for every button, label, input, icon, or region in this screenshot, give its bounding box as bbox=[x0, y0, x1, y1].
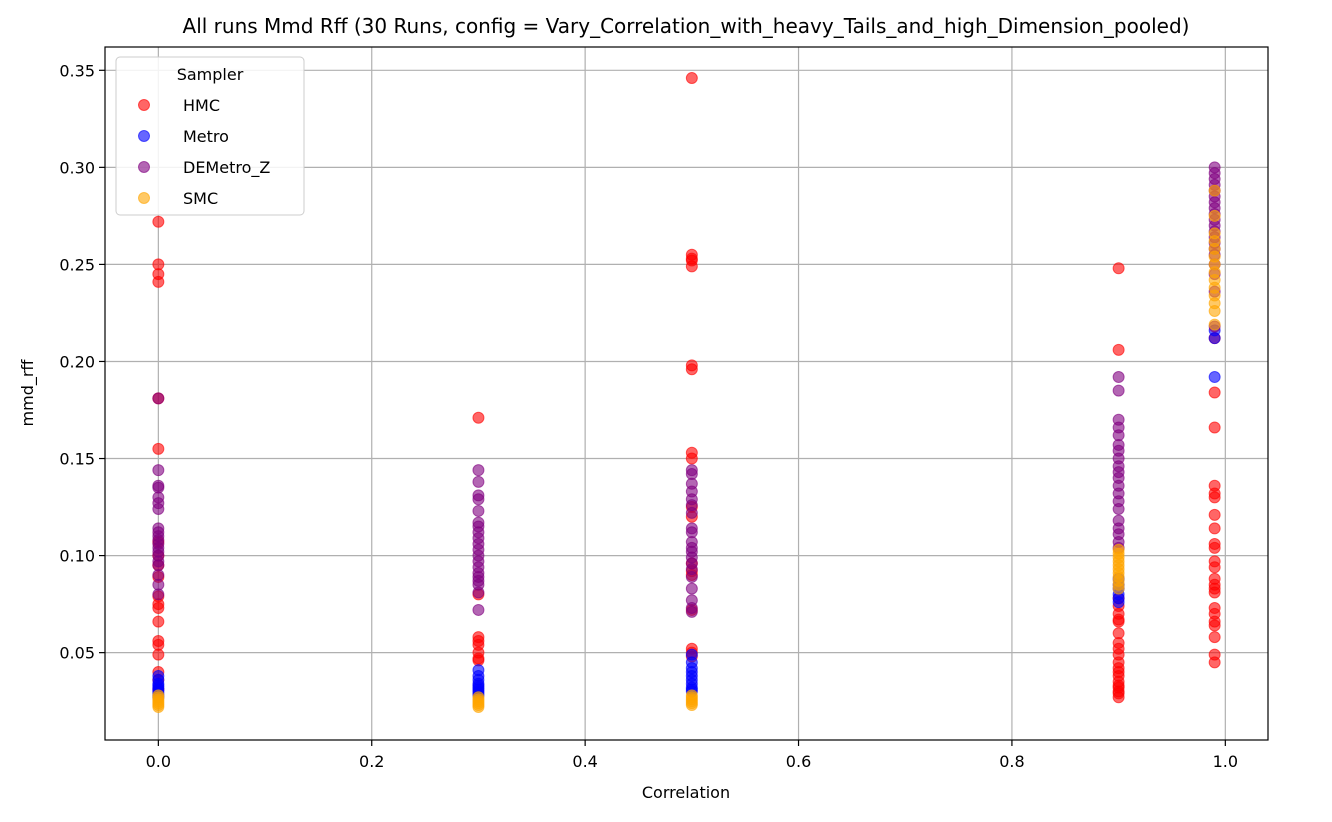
legend-label: SMC bbox=[183, 189, 218, 208]
legend-label: HMC bbox=[183, 96, 220, 115]
data-point bbox=[1208, 209, 1221, 222]
data-point bbox=[1208, 508, 1221, 521]
data-point bbox=[152, 648, 165, 661]
legend-marker bbox=[138, 99, 150, 111]
data-point bbox=[685, 605, 698, 618]
data-point bbox=[152, 442, 165, 455]
data-point bbox=[152, 392, 165, 405]
legend-marker bbox=[138, 192, 150, 204]
data-point bbox=[152, 215, 165, 228]
data-point bbox=[1112, 384, 1125, 397]
data-point bbox=[472, 493, 485, 506]
data-point bbox=[1112, 371, 1125, 383]
data-point bbox=[152, 602, 165, 614]
x-tick-label: 0.8 bbox=[999, 752, 1024, 771]
x-tick-label: 0.0 bbox=[146, 752, 171, 771]
data-point bbox=[685, 452, 698, 465]
data-point bbox=[152, 701, 165, 713]
data-point bbox=[1208, 421, 1221, 434]
legend-marker bbox=[138, 161, 150, 173]
legend-marker bbox=[138, 130, 150, 142]
data-point bbox=[1208, 305, 1221, 317]
x-tick-label: 0.6 bbox=[786, 752, 811, 771]
data-point bbox=[472, 411, 485, 424]
data-point bbox=[685, 363, 698, 376]
y-tick-label: 0.30 bbox=[59, 158, 95, 177]
data-point bbox=[152, 464, 165, 477]
data-point bbox=[152, 275, 165, 288]
data-point bbox=[685, 699, 698, 712]
data-point bbox=[472, 586, 485, 599]
x-tick-label: 0.2 bbox=[359, 752, 384, 771]
data-point bbox=[1208, 318, 1221, 331]
data-point bbox=[1112, 343, 1125, 356]
data-point bbox=[1208, 491, 1221, 504]
y-tick-label: 0.15 bbox=[59, 450, 95, 469]
legend-entries: HMC Metro DEMetro_Z SMC bbox=[138, 96, 270, 208]
data-point bbox=[472, 603, 485, 616]
data-point bbox=[685, 570, 698, 583]
data-point bbox=[1112, 615, 1125, 628]
data-point bbox=[685, 72, 698, 85]
data-point bbox=[1208, 656, 1221, 669]
y-axis-label: mmd_rff bbox=[18, 359, 38, 427]
data-point bbox=[1208, 586, 1221, 599]
data-point bbox=[152, 503, 165, 515]
data-point bbox=[1208, 631, 1221, 644]
axis-ticks: 0.0 0.2 0.4 0.6 0.8 1.0 0.05 0.10 0.15 0.20 0.25 0.… bbox=[59, 61, 1238, 771]
y-tick-label: 0.35 bbox=[59, 61, 95, 80]
data-point bbox=[685, 582, 698, 595]
data-point bbox=[1112, 596, 1125, 609]
y-tick-label: 0.10 bbox=[59, 547, 95, 566]
legend-label: Metro bbox=[183, 127, 229, 146]
y-tick-label: 0.25 bbox=[59, 255, 95, 274]
data-point bbox=[1112, 582, 1125, 595]
data-point bbox=[1208, 522, 1221, 535]
data-point bbox=[1208, 184, 1221, 197]
y-tick-label: 0.20 bbox=[59, 352, 95, 371]
series-smc bbox=[152, 184, 1221, 713]
data-points bbox=[152, 72, 1221, 713]
data-point bbox=[1208, 561, 1221, 574]
data-point bbox=[152, 615, 165, 628]
data-point bbox=[1208, 541, 1221, 554]
legend-title: Sampler bbox=[177, 65, 244, 84]
chart-title: All runs Mmd Rff (30 Runs, config = Vary… bbox=[183, 14, 1190, 38]
data-point bbox=[1112, 503, 1125, 515]
legend-label: DEMetro_Z bbox=[183, 158, 270, 178]
x-axis-label: Correlation bbox=[642, 783, 730, 802]
plot-area-frame bbox=[104, 46, 1269, 741]
data-point bbox=[1208, 332, 1221, 345]
y-tick-label: 0.05 bbox=[59, 644, 95, 663]
data-point bbox=[685, 260, 698, 273]
data-point bbox=[1208, 371, 1221, 383]
series-demetro-z bbox=[152, 161, 1221, 618]
data-point bbox=[472, 475, 485, 488]
data-point bbox=[1208, 619, 1221, 632]
data-point bbox=[1112, 262, 1125, 275]
data-point bbox=[685, 506, 698, 519]
data-point bbox=[472, 701, 485, 713]
data-point bbox=[472, 504, 485, 517]
data-point bbox=[472, 464, 485, 477]
data-point bbox=[1208, 386, 1221, 399]
data-point bbox=[152, 588, 165, 601]
legend: Sampler HMC Metro DEMetro_Z SMC bbox=[115, 56, 305, 216]
x-tick-label: 0.4 bbox=[572, 752, 597, 771]
data-point bbox=[1112, 691, 1125, 704]
x-tick-label: 1.0 bbox=[1213, 752, 1238, 771]
legend-box bbox=[115, 56, 305, 216]
